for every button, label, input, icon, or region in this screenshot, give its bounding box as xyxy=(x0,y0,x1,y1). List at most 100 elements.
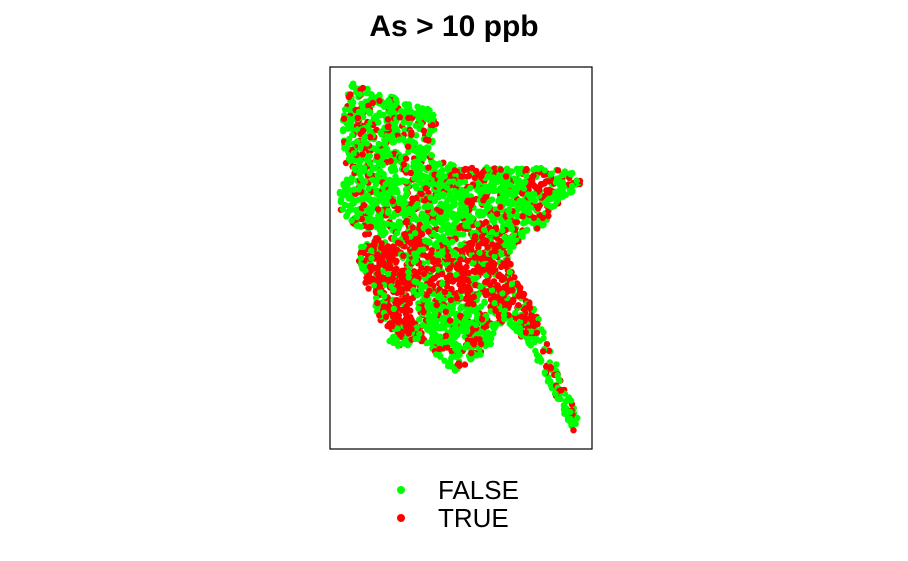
well-point-true xyxy=(470,301,477,308)
well-point-false xyxy=(414,200,421,208)
well-point-false xyxy=(522,178,529,186)
well-point-false xyxy=(462,317,469,325)
well-point-true xyxy=(422,185,429,192)
well-point-true xyxy=(523,165,530,173)
well-point-false xyxy=(508,168,515,175)
well-point-false xyxy=(357,223,364,230)
well-point-false xyxy=(429,180,436,188)
legend-label-true: TRUE xyxy=(438,503,509,533)
well-point-false xyxy=(394,325,401,332)
well-point-true xyxy=(530,172,537,179)
well-point-true xyxy=(466,240,473,247)
well-points xyxy=(336,80,584,434)
well-point-true xyxy=(400,252,407,259)
well-point-false xyxy=(569,182,576,189)
well-point-true xyxy=(430,275,437,282)
well-point-true xyxy=(396,114,403,121)
well-point-true xyxy=(425,164,432,171)
well-point-true xyxy=(507,260,514,268)
well-point-false xyxy=(344,141,352,148)
chart-title: As > 10 ppb xyxy=(369,10,539,43)
well-point-false xyxy=(546,202,553,209)
well-point-false xyxy=(389,133,396,140)
well-point-false xyxy=(458,212,465,219)
well-point-true xyxy=(545,212,552,220)
well-point-true xyxy=(365,285,372,292)
well-point-true xyxy=(465,172,473,180)
well-point-true xyxy=(530,214,538,221)
well-point-true xyxy=(359,151,366,158)
well-point-true xyxy=(497,237,504,245)
well-point-false xyxy=(531,197,539,204)
well-point-false xyxy=(442,338,450,346)
well-point-true xyxy=(539,348,547,355)
well-point-true xyxy=(391,266,399,274)
well-point-false xyxy=(366,170,373,177)
well-point-false xyxy=(420,246,427,253)
well-point-false xyxy=(477,208,484,215)
well-point-false xyxy=(366,160,374,167)
legend-marker-true xyxy=(397,514,405,522)
well-point-false xyxy=(416,330,423,338)
well-point-false xyxy=(444,362,452,370)
well-point-true xyxy=(526,182,533,190)
well-point-false xyxy=(457,201,465,208)
well-point-true xyxy=(522,329,529,336)
well-point-false xyxy=(391,333,398,341)
well-point-false xyxy=(411,110,419,117)
well-point-false xyxy=(450,301,457,308)
well-point-true xyxy=(458,274,466,281)
well-point-true xyxy=(384,123,392,130)
well-point-false xyxy=(341,106,349,113)
well-point-false xyxy=(437,219,445,226)
well-point-false xyxy=(417,161,424,169)
well-point-true xyxy=(465,300,472,307)
well-point-false xyxy=(350,186,358,193)
well-point-true xyxy=(468,164,476,172)
well-point-false xyxy=(381,136,388,144)
well-point-true xyxy=(494,210,501,217)
well-point-true xyxy=(404,143,412,150)
well-point-true xyxy=(471,268,478,275)
well-point-false xyxy=(339,127,347,135)
well-point-false xyxy=(372,112,380,120)
well-point-false xyxy=(439,280,446,288)
well-point-false xyxy=(355,186,363,193)
well-point-true xyxy=(429,266,436,273)
well-point-true xyxy=(347,91,354,98)
well-point-true xyxy=(408,325,415,333)
well-point-true xyxy=(387,157,394,165)
well-point-false xyxy=(535,165,542,172)
well-point-true xyxy=(526,300,533,308)
well-point-false xyxy=(472,321,480,329)
well-point-false xyxy=(365,89,372,97)
well-point-false xyxy=(547,171,554,178)
well-point-false xyxy=(398,108,405,115)
well-point-true xyxy=(478,239,486,247)
well-point-false xyxy=(464,222,471,229)
well-point-false xyxy=(489,228,496,236)
well-point-false xyxy=(400,196,407,203)
well-point-false xyxy=(411,230,419,237)
well-point-false xyxy=(432,220,439,227)
well-point-false xyxy=(425,317,432,324)
well-point-false xyxy=(361,134,368,141)
well-point-false xyxy=(435,194,442,201)
well-point-false xyxy=(490,174,497,181)
well-point-false xyxy=(391,102,398,109)
well-point-false xyxy=(424,339,431,347)
well-point-true xyxy=(427,250,435,257)
well-point-false xyxy=(418,121,425,128)
well-point-false xyxy=(410,286,417,294)
well-point-false xyxy=(365,208,372,216)
well-point-true xyxy=(472,254,479,261)
well-point-false xyxy=(450,178,457,185)
well-point-false xyxy=(547,378,554,385)
well-point-true xyxy=(469,197,476,204)
well-point-false xyxy=(348,195,355,202)
well-point-true xyxy=(394,239,402,246)
well-point-false xyxy=(390,286,397,294)
well-point-false xyxy=(425,311,432,319)
well-point-false xyxy=(412,122,419,129)
well-point-true xyxy=(425,228,432,235)
